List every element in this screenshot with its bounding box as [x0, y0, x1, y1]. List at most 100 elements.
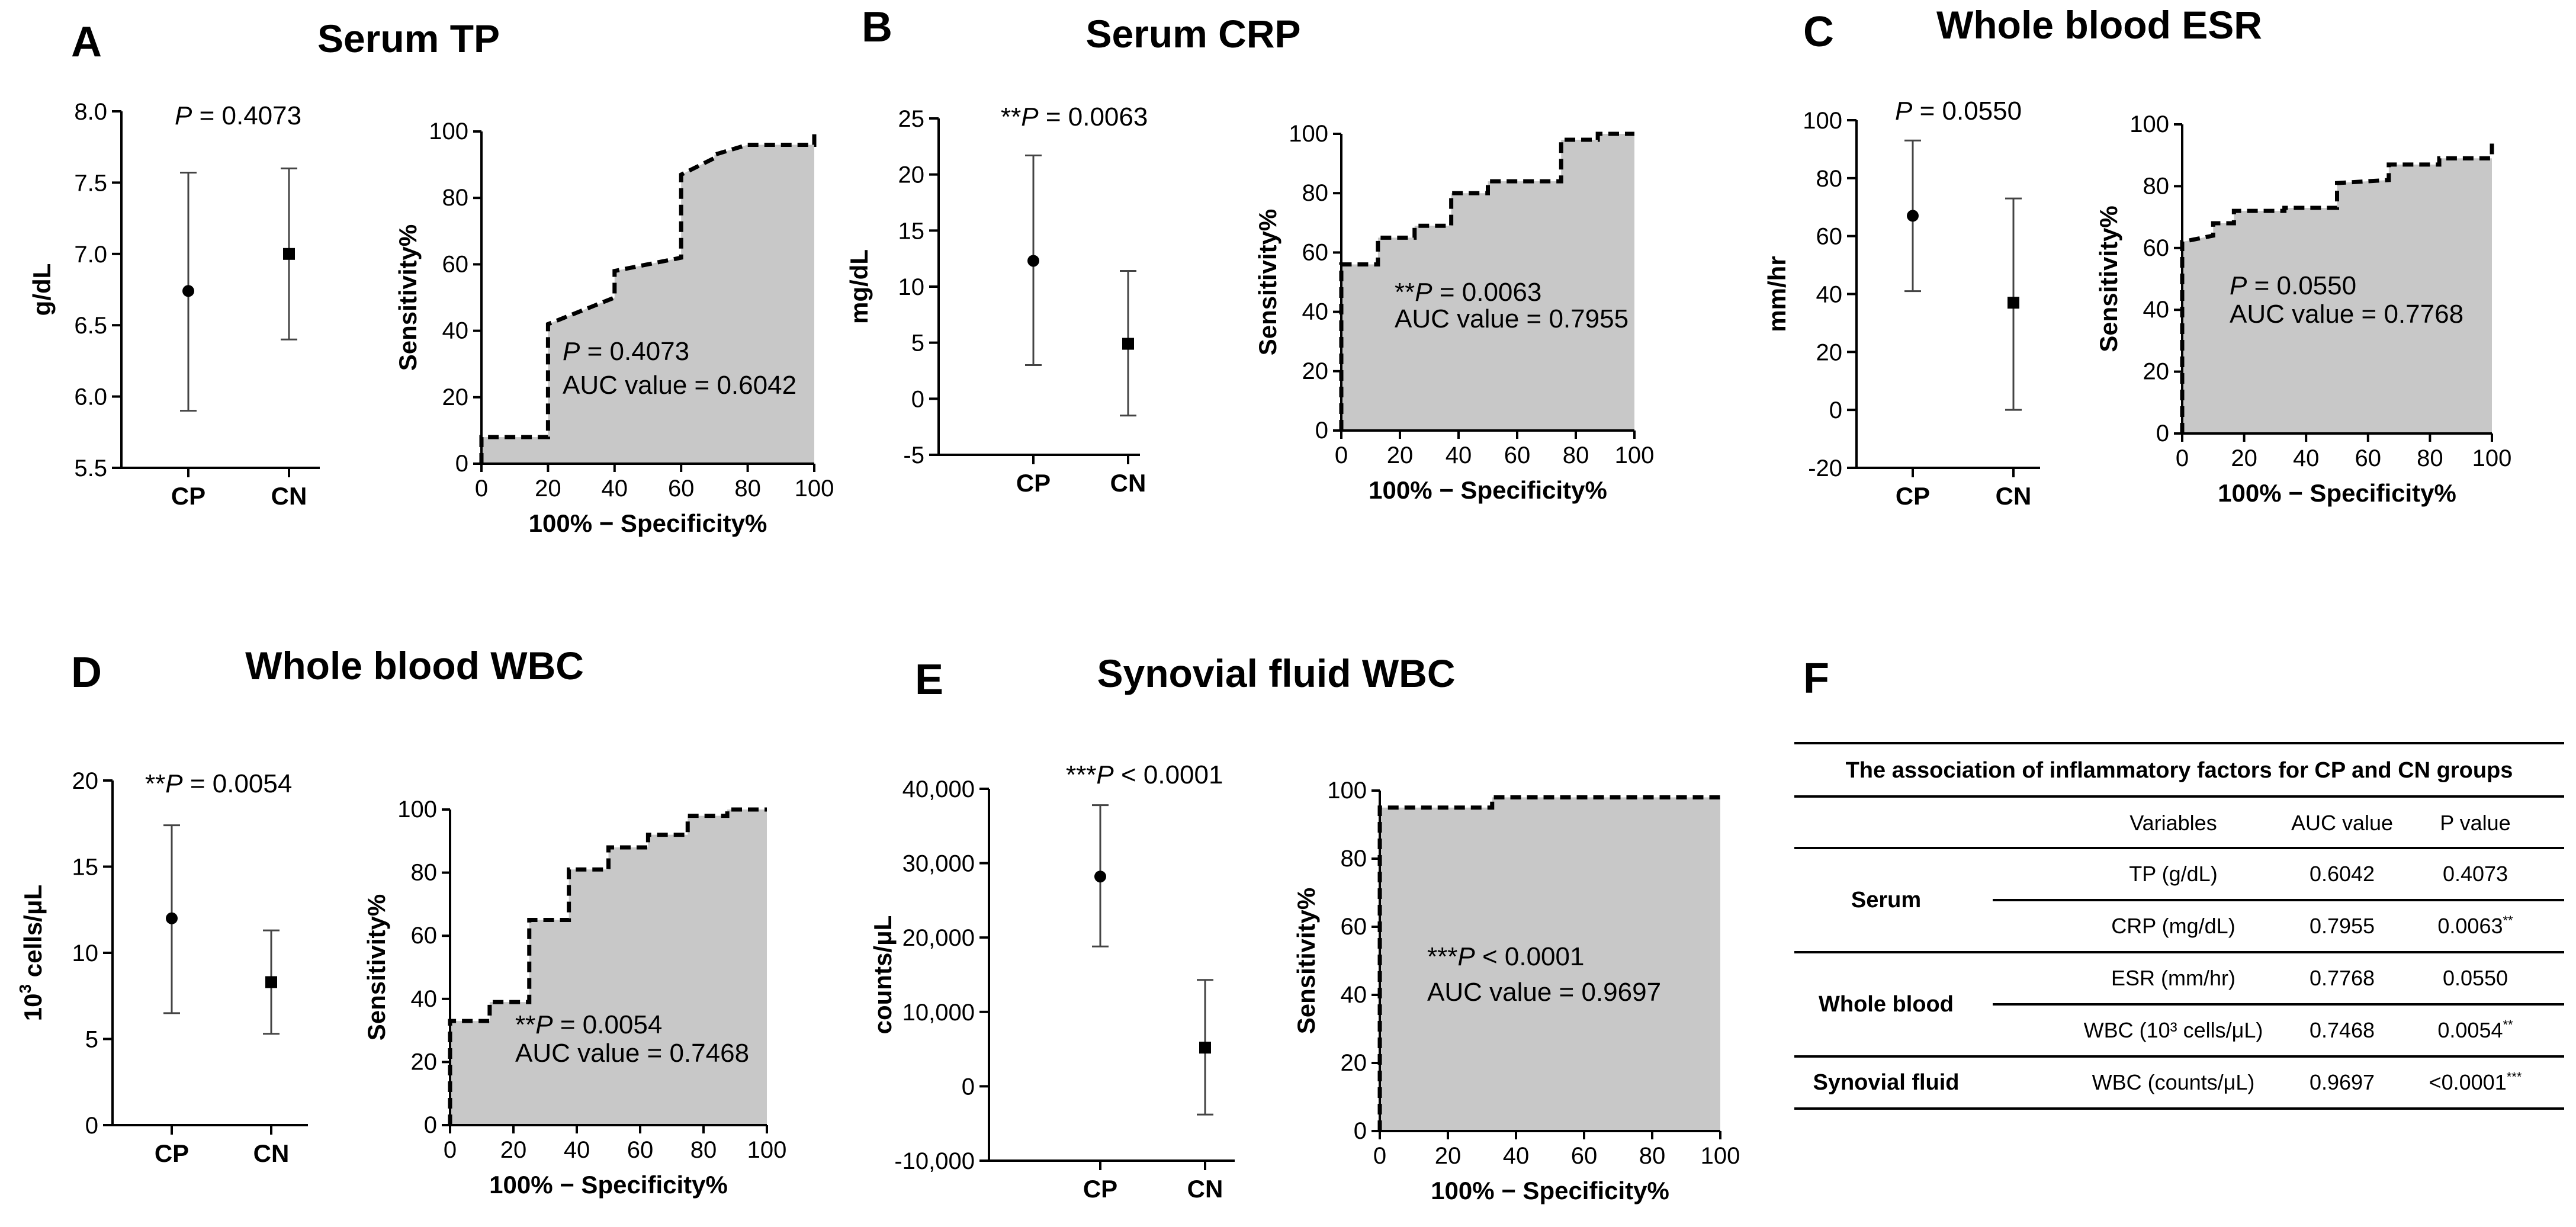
x-tick-label: 80 — [1639, 1143, 1666, 1169]
x-tick-label: 0 — [444, 1137, 457, 1163]
roc-p-value-annotation: ***P < 0.0001 — [1427, 942, 1584, 971]
y-tick-label: 80 — [1816, 166, 1843, 192]
roc-area — [450, 810, 767, 1125]
roc-p-value-annotation: P = 0.0550 — [2230, 271, 2356, 300]
y-tick-label: 60 — [1302, 239, 1329, 265]
x-tick-label: 40 — [2293, 445, 2320, 471]
x-tick-label: 100 — [2472, 445, 2512, 471]
y-tick-label: 7.0 — [74, 242, 107, 268]
roc-area — [1341, 134, 1634, 431]
x-category-label: CP — [171, 482, 205, 510]
mean-point-cp — [182, 285, 194, 297]
x-tick-label: 20 — [535, 476, 561, 502]
panel-title: Serum CRP — [1085, 12, 1300, 56]
y-tick-label: 5 — [85, 1027, 98, 1053]
y-tick-label: 60 — [2143, 235, 2170, 261]
panel-F: F The association of inflammatory factors… — [1794, 655, 2564, 1110]
x-axis-label: 100% − Specificity% — [1369, 476, 1607, 504]
x-tick-label: 100 — [1615, 442, 1655, 468]
x-category-label: CN — [1187, 1175, 1223, 1203]
roc-area — [481, 131, 814, 464]
panel-A: A Serum TP 5.5 6.0 6.5 7.0 7.5 8.0 CP CN g/dL P = 0… — [28, 17, 834, 537]
x-category-label: CN — [271, 482, 307, 510]
panel-label: A — [71, 18, 102, 66]
y-tick-label: 0 — [911, 386, 924, 412]
roc-curve — [448, 807, 767, 1125]
mean-point-cn — [1199, 1042, 1211, 1054]
dot-plot: -10,000 0 10,000 20,000 30,000 40,000 CP CN coun… — [869, 760, 1235, 1203]
y-tick-label: 0 — [455, 451, 468, 477]
table-title: The association of inflammatory factors … — [1846, 758, 2513, 783]
x-tick-label: 40 — [602, 476, 628, 502]
table-cell-auc: 0.7468 — [2310, 1018, 2375, 1042]
table-cell-p: <0.0001*** — [2429, 1069, 2522, 1094]
y-axis-label: 103 cells/μL — [16, 885, 47, 1021]
y-tick-label: 100 — [429, 118, 468, 144]
y-tick-label: 5.5 — [74, 455, 107, 481]
x-category-label: CN — [253, 1139, 290, 1167]
roc-plot: 0 20 40 60 80 100 0 20 40 60 80 100 100% − Specifici… — [394, 118, 834, 537]
roc-curve — [1339, 131, 1634, 431]
panel-D: D Whole blood WBC 0 5 10 15 20 CP CN 103 cells/μL… — [16, 644, 786, 1199]
table-group-label: Synovial fluid — [1813, 1070, 1959, 1095]
mean-point-cp — [166, 912, 178, 924]
table-cell-variable: WBC (10³ cells/μL) — [2084, 1018, 2263, 1042]
y-tick-label: 20 — [898, 162, 925, 188]
p-value-annotation: **P = 0.0054 — [145, 769, 292, 798]
y-tick-label: 0 — [85, 1113, 98, 1139]
mean-point-cp — [1094, 871, 1106, 883]
roc-p-value-annotation: **P = 0.0063 — [1395, 278, 1541, 307]
dot-plot: -5 0 5 10 15 20 25 CP CN mg/dL **P = 0.0063 — [845, 102, 1148, 497]
y-tick-label: 0 — [1354, 1118, 1367, 1144]
x-axis-label: 100% − Specificity% — [489, 1171, 728, 1199]
x-tick-label: 0 — [1335, 442, 1348, 468]
y-tick-label: 7.5 — [74, 170, 107, 196]
roc-auc-annotation: AUC value = 0.7955 — [1395, 304, 1629, 333]
y-tick-label: 25 — [898, 106, 925, 132]
x-tick-label: 0 — [475, 476, 488, 502]
y-tick-label: 15 — [898, 218, 925, 244]
x-tick-label: 20 — [2231, 445, 2257, 471]
mean-point-cn — [283, 248, 295, 260]
y-tick-label: 0 — [1829, 397, 1842, 423]
y-tick-label: 100 — [1803, 108, 1842, 134]
y-tick-label: 80 — [2143, 173, 2170, 199]
y-tick-label: 8.0 — [74, 99, 107, 125]
table-cell-p: 0.0063** — [2437, 913, 2513, 938]
y-tick-label: 20 — [72, 768, 99, 794]
y-axis-label: Sensitivity% — [1292, 888, 1320, 1034]
x-tick-label: 80 — [734, 476, 761, 502]
table-cell-variable: TP (g/dL) — [2129, 862, 2217, 886]
dot-plot: 5.5 6.0 6.5 7.0 7.5 8.0 CP CN g/dL P = 0.4073 — [28, 99, 320, 510]
roc-p-value-annotation: P = 0.4073 — [563, 337, 689, 366]
x-tick-label: 40 — [564, 1137, 590, 1163]
x-tick-label: 100 — [747, 1137, 787, 1163]
y-tick-label: 0 — [424, 1112, 437, 1138]
x-category-label: CN — [1110, 469, 1146, 497]
panel-label: E — [915, 656, 943, 704]
y-tick-label: 20 — [1816, 339, 1843, 365]
x-axis-label: 100% − Specificity% — [1431, 1177, 1669, 1204]
x-tick-label: 80 — [2417, 445, 2443, 471]
table-header: Variables — [2129, 811, 2217, 835]
table-cell-p: 0.4073 — [2443, 862, 2508, 886]
y-tick-label: 15 — [72, 855, 99, 881]
roc-plot: 0 20 40 60 80 100 0 20 40 60 80 100 100% − Specifici… — [2095, 111, 2511, 507]
table-cell-auc: 0.9697 — [2310, 1070, 2375, 1094]
y-axis-label: mg/dL — [845, 249, 873, 324]
table-cell-p: 0.0550 — [2443, 966, 2508, 990]
y-axis-label: counts/μL — [869, 916, 897, 1035]
table-header: P value — [2440, 811, 2510, 835]
x-category-label: CP — [155, 1139, 189, 1167]
x-axis-label: 100% − Specificity% — [529, 509, 767, 537]
y-tick-label: 100 — [2129, 111, 2169, 137]
mean-point-cp — [1907, 210, 1919, 222]
y-tick-label: 20 — [442, 384, 469, 410]
y-tick-label: 80 — [1302, 180, 1329, 206]
y-tick-label: 60 — [1341, 914, 1367, 940]
y-tick-label: 60 — [442, 251, 469, 277]
y-tick-label: 10 — [898, 274, 925, 300]
x-tick-label: 0 — [1373, 1143, 1386, 1169]
table-group-label: Serum — [1851, 888, 1921, 913]
